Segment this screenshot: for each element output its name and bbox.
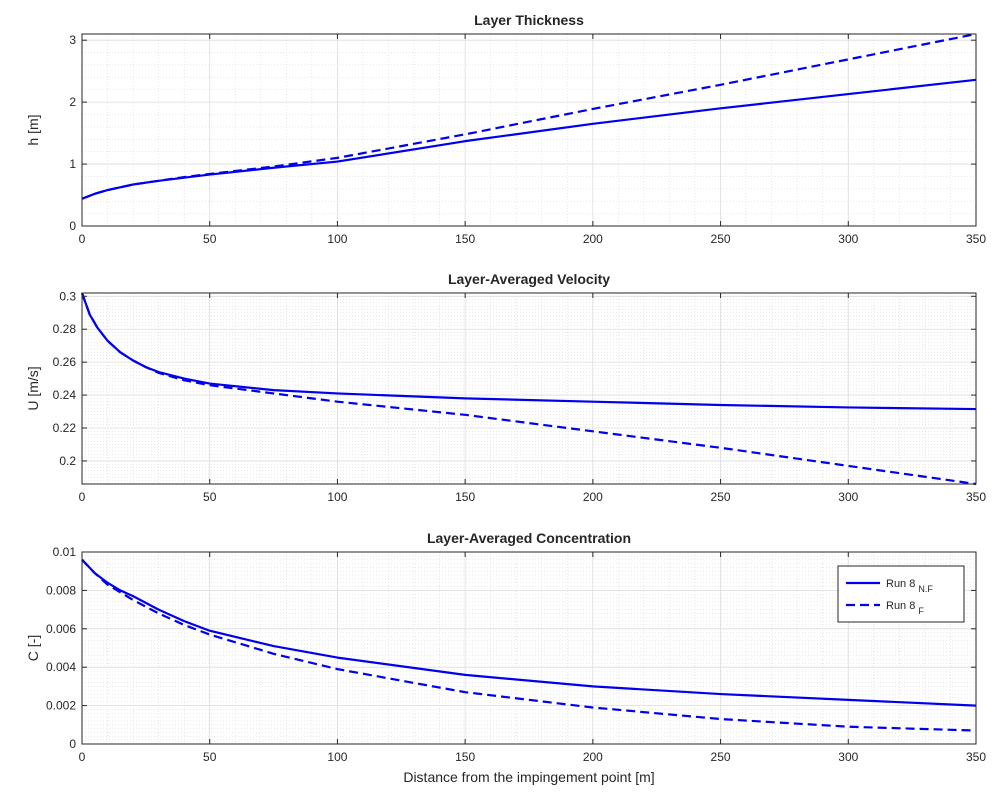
x-tick-label: 100 xyxy=(327,232,347,246)
plot-area xyxy=(82,34,976,226)
x-tick-label: 350 xyxy=(966,490,986,504)
legend-label-subscript: N.F xyxy=(918,584,933,594)
legend-label-text: Run 8 xyxy=(886,578,915,590)
y-tick-label: 0.2 xyxy=(59,454,76,468)
y-tick-label: 0.01 xyxy=(53,545,77,559)
x-tick-label: 250 xyxy=(711,750,731,764)
x-tick-label: 50 xyxy=(203,232,217,246)
y-tick-label: 0.28 xyxy=(53,322,77,336)
axes-box xyxy=(81,292,977,485)
y-axis-label: h [m] xyxy=(25,114,41,145)
axes-box xyxy=(81,551,977,745)
series-line-run8-nf xyxy=(81,558,977,707)
x-tick-label: 200 xyxy=(583,232,603,246)
y-tick-label: 0.008 xyxy=(46,583,76,597)
x-tick-label: 0 xyxy=(79,232,86,246)
y-axis-label: C [-] xyxy=(25,635,41,661)
y-tick-label: 0.004 xyxy=(46,660,76,674)
x-tick-label: 300 xyxy=(838,490,858,504)
axes-box xyxy=(81,33,977,227)
legend-label-text: Run 8 xyxy=(886,600,915,612)
x-tick-label: 350 xyxy=(966,750,986,764)
legend-label: Run 8 N.F xyxy=(886,578,933,594)
chart-panel-1: 0 50 100 150 200 250 300 350 0 1 2 3 Layer Thickness… xyxy=(25,12,986,246)
chart-title: Layer Thickness xyxy=(474,12,584,28)
x-tick-label: 300 xyxy=(838,232,858,246)
x-tick-label: 150 xyxy=(455,232,475,246)
x-tick-label: 200 xyxy=(583,750,603,764)
legend-label-subscript: F xyxy=(918,606,924,616)
x-tick-label: 250 xyxy=(711,490,731,504)
x-tick-label: 0 xyxy=(79,750,86,764)
x-tick-label: 50 xyxy=(203,490,217,504)
x-axis-label: Distance from the impingement point [m] xyxy=(403,769,654,785)
x-tick-label: 0 xyxy=(79,490,86,504)
x-tick-label: 50 xyxy=(203,750,217,764)
x-tick-label: 100 xyxy=(327,490,347,504)
x-tick-label: 350 xyxy=(966,232,986,246)
y-tick-label: 0.24 xyxy=(53,388,77,402)
y-tick-label: 0.006 xyxy=(46,622,76,636)
x-tick-label: 300 xyxy=(838,750,858,764)
x-tick-label: 200 xyxy=(583,490,603,504)
chart-title: Layer-Averaged Concentration xyxy=(427,530,631,546)
y-tick-label: 3 xyxy=(69,33,76,47)
legend-box xyxy=(837,565,965,623)
y-tick-label: 0.002 xyxy=(46,699,76,713)
chart-panel-2: 0 50 100 150 200 250 300 350 0.2 0.22 0.24 0.26 0.28… xyxy=(25,271,986,504)
y-tick-label: 1 xyxy=(69,157,76,171)
chart-panel-3: 0 50 100 150 200 250 300 350 0 0.002 0.004 0.006 0.0… xyxy=(25,530,986,785)
chart-title: Layer-Averaged Velocity xyxy=(448,271,610,287)
y-tick-label: 0.3 xyxy=(59,289,76,303)
x-tick-label: 150 xyxy=(455,750,475,764)
series-line-run8-f xyxy=(80,292,977,486)
y-tick-label: 2 xyxy=(69,95,76,109)
y-tick-label: 0.22 xyxy=(53,421,77,435)
x-tick-label: 250 xyxy=(711,232,731,246)
y-tick-label: 0 xyxy=(69,219,76,233)
y-tick-label: 0.26 xyxy=(53,355,77,369)
x-tick-label: 150 xyxy=(455,490,475,504)
y-axis-label: U [m/s] xyxy=(25,366,41,410)
series-line-run8-f xyxy=(81,32,977,200)
x-tick-label: 100 xyxy=(327,750,347,764)
y-tick-label: 0 xyxy=(69,737,76,751)
